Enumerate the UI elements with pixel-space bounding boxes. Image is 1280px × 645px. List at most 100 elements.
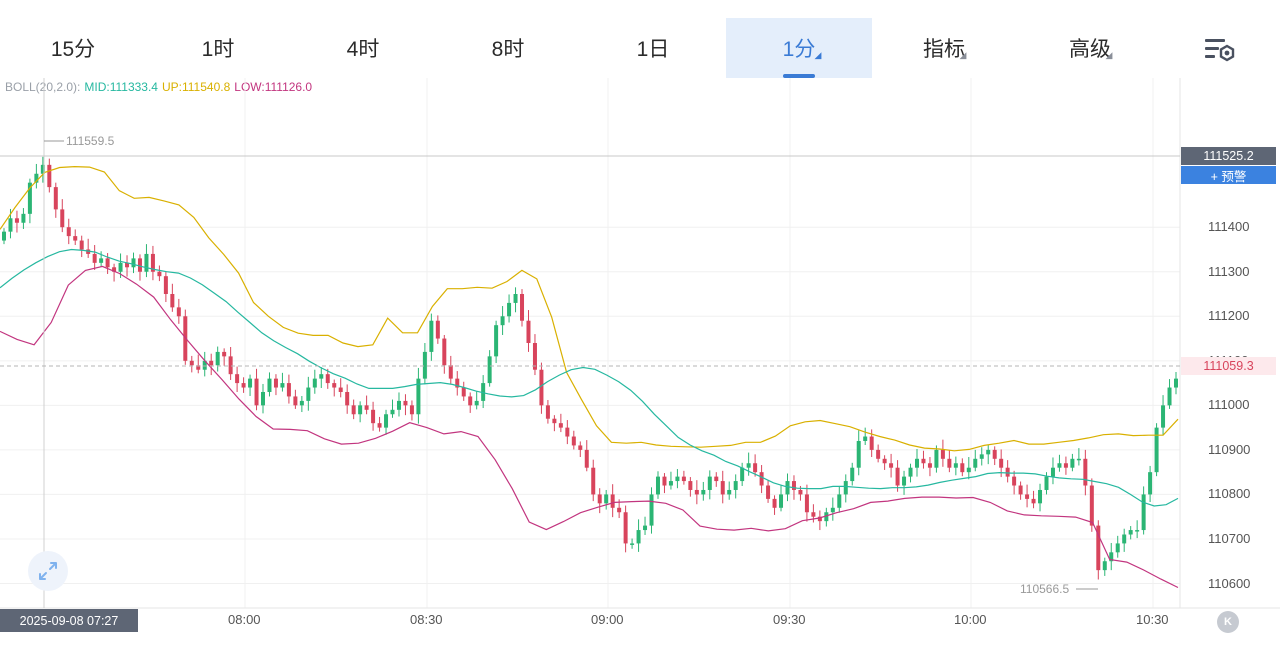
interval-tab-bar: 15分 1时 4时 8时 1日 1分 ◢ 指标 ◢ 高级 ◢ bbox=[0, 0, 1280, 78]
candle-body bbox=[914, 458, 919, 468]
candle-body bbox=[986, 449, 991, 455]
x-tick-label: 08:30 bbox=[410, 612, 443, 627]
candle-body bbox=[655, 476, 660, 495]
candle-body bbox=[701, 489, 706, 495]
candle-body bbox=[390, 409, 395, 415]
candle-body bbox=[1025, 494, 1030, 499]
candle-body bbox=[817, 516, 822, 522]
candle-body bbox=[558, 423, 563, 428]
candle-body bbox=[1096, 525, 1101, 571]
x-tick-label: 10:00 bbox=[954, 612, 987, 627]
candle-body bbox=[740, 467, 745, 482]
candle-body bbox=[92, 253, 97, 263]
high-marker-label: 111559.5 bbox=[66, 134, 115, 148]
expand-arrows-icon bbox=[39, 562, 57, 580]
candle-body bbox=[526, 320, 531, 343]
candle-body bbox=[753, 463, 758, 473]
candle-body bbox=[636, 530, 641, 544]
candle-body bbox=[144, 253, 149, 272]
candle-body bbox=[371, 409, 376, 424]
y-tick-label: 110800 bbox=[1208, 486, 1251, 502]
candle-body bbox=[150, 253, 155, 272]
candle-body bbox=[21, 213, 26, 223]
candle-body bbox=[396, 400, 401, 410]
tab-1d[interactable]: 1日 bbox=[580, 18, 726, 78]
tab-15m[interactable]: 15分 bbox=[0, 18, 146, 78]
boll-mid-line bbox=[0, 248, 1179, 507]
boll-name: BOLL(20,2.0): bbox=[5, 80, 81, 94]
candle-body bbox=[1050, 467, 1055, 477]
candle-body bbox=[869, 436, 874, 450]
candle-body bbox=[442, 338, 447, 366]
tab-label: 高级 bbox=[1069, 38, 1111, 61]
candle-body bbox=[131, 258, 136, 268]
boll-up-line bbox=[0, 165, 1179, 452]
candle-body bbox=[435, 320, 440, 339]
candle-body bbox=[312, 378, 317, 388]
candle-body bbox=[118, 262, 123, 272]
chart-settings-icon[interactable] bbox=[1203, 36, 1237, 64]
candle-body bbox=[837, 494, 842, 508]
candle-body bbox=[1018, 485, 1023, 495]
candle-body bbox=[565, 427, 570, 437]
candle-body bbox=[1115, 543, 1120, 553]
candle-body bbox=[27, 182, 32, 214]
fullscreen-button[interactable] bbox=[28, 551, 68, 591]
add-alert-button[interactable]: + 预警 bbox=[1181, 166, 1276, 184]
candle-body bbox=[241, 383, 246, 388]
candle-body bbox=[40, 164, 45, 174]
tab-1m[interactable]: 1分 ◢ bbox=[726, 18, 872, 78]
tab-label: 15分 bbox=[50, 38, 96, 61]
candle-body bbox=[125, 262, 130, 268]
candle-body bbox=[1063, 463, 1068, 468]
tab-4h[interactable]: 4时 bbox=[290, 18, 436, 78]
candle-body bbox=[947, 458, 952, 468]
scroll-to-latest-button[interactable]: K bbox=[1217, 611, 1239, 633]
candle-body bbox=[1076, 458, 1081, 461]
tab-advanced[interactable]: 高级 ◢ bbox=[1017, 18, 1163, 78]
tab-8h[interactable]: 8时 bbox=[435, 18, 581, 78]
candle-body bbox=[681, 476, 686, 482]
tab-indicators[interactable]: 指标 ◢ bbox=[871, 18, 1017, 78]
candle-body bbox=[222, 351, 227, 357]
chart-overlay bbox=[0, 78, 1180, 608]
candle-body bbox=[804, 494, 809, 513]
candle-body bbox=[377, 423, 382, 428]
candle-body bbox=[591, 467, 596, 495]
candle-body bbox=[455, 378, 460, 388]
candle-body bbox=[714, 476, 719, 482]
candle-body bbox=[811, 512, 816, 517]
boll-low-value: LOW:111126.0 bbox=[234, 80, 313, 94]
dropdown-triangle-icon: ◢ bbox=[1105, 49, 1113, 60]
candle-body bbox=[746, 463, 751, 468]
candle-body bbox=[889, 463, 894, 468]
candle-body bbox=[1044, 476, 1049, 490]
candle-body bbox=[196, 365, 201, 370]
candle-body bbox=[791, 481, 796, 490]
candle-body bbox=[137, 258, 142, 272]
candle-body bbox=[507, 302, 512, 317]
candle-body bbox=[960, 463, 965, 473]
candle-body bbox=[571, 436, 576, 446]
candle-body bbox=[1031, 498, 1036, 504]
candle-body bbox=[902, 476, 907, 486]
tab-label: 4时 bbox=[346, 38, 380, 61]
candle-body bbox=[248, 378, 253, 388]
candle-body bbox=[694, 489, 699, 495]
candle-body bbox=[1148, 472, 1153, 495]
candle-body bbox=[779, 494, 784, 508]
candle-body bbox=[908, 467, 913, 477]
candle-body bbox=[992, 449, 997, 459]
candle-body bbox=[1070, 458, 1075, 468]
candle-body bbox=[358, 405, 363, 415]
candle-body bbox=[921, 458, 926, 464]
candle-body bbox=[261, 391, 266, 406]
crosshair-price-tag: 111525.2 bbox=[1181, 147, 1276, 165]
candle-body bbox=[34, 173, 39, 183]
candle-body bbox=[8, 218, 13, 232]
candle-body bbox=[675, 476, 680, 482]
tab-1h[interactable]: 1时 bbox=[145, 18, 291, 78]
y-tick-label: 110900 bbox=[1208, 441, 1251, 457]
candle-body bbox=[966, 467, 971, 473]
